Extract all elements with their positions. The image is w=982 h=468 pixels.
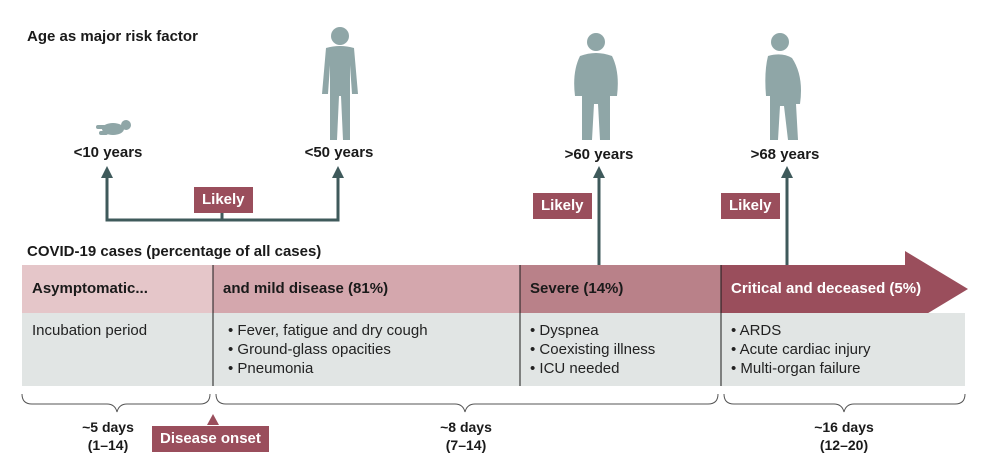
age-label-over-60: >60 years (564, 146, 634, 163)
arrowhead-3 (593, 166, 605, 178)
disease-onset-badge: Disease onset (152, 426, 269, 452)
baby-figure-icon (96, 120, 131, 135)
age-label-under-50: <50 years (304, 144, 374, 161)
duration-critical: ~16 days (12–20) (784, 418, 904, 454)
stage-mild-title: and mild disease (81%) (223, 280, 389, 297)
list-item: Multi-organ failure (731, 359, 961, 378)
duration-range: (7–14) (445, 437, 487, 453)
age-label-over-68: >68 years (750, 146, 820, 163)
stage1-band (22, 265, 213, 313)
age-label-under-10: <10 years (73, 144, 143, 161)
list-item: Acute cardiac injury (731, 340, 961, 359)
stage-mild-body: Fever, fatigue and dry cough Ground-glas… (218, 321, 520, 378)
arrowhead-4 (781, 166, 793, 178)
duration-main: ~5 days (82, 419, 134, 435)
cases-title: COVID-19 cases (percentage of all cases) (27, 243, 322, 260)
incubation-period-text: Incubation period (32, 322, 148, 339)
arrowhead-2 (332, 166, 344, 178)
duration-brace-3 (723, 393, 966, 413)
list-item: ARDS (731, 321, 961, 340)
duration-brace-2 (215, 393, 719, 413)
list-item: Pneumonia (228, 359, 520, 378)
stage-severe-title: Severe (14%) (530, 280, 624, 297)
page-title: Age as major risk factor (27, 28, 198, 45)
duration-incubation: ~5 days (1–14) (48, 418, 168, 454)
list-item: ICU needed (530, 359, 721, 378)
list-item: Fever, fatigue and dry cough (228, 321, 520, 340)
stage2-band (213, 265, 520, 313)
older-adult-figure-icon (574, 33, 618, 140)
duration-range: (12–20) (819, 437, 869, 453)
likely-badge-young: Likely (194, 187, 253, 213)
duration-range: (1–14) (87, 437, 129, 453)
elderly-figure-icon (765, 33, 801, 140)
onset-marker (207, 414, 219, 425)
young-adult-figure-icon (322, 27, 358, 140)
list-item: Dyspnea (530, 321, 721, 340)
duration-main: ~8 days (440, 419, 492, 435)
list-item: Coexisting illness (530, 340, 721, 359)
stage-asymptomatic-title: Asymptomatic... (32, 280, 148, 297)
stage-asymptomatic-body: Incubation period (22, 321, 213, 340)
stage-severe-body: Dyspnea Coexisting illness ICU needed (520, 321, 721, 378)
stage-critical-title: Critical and deceased (5%) (731, 280, 922, 297)
duration-brace-1 (21, 393, 211, 413)
stage4-arrow (721, 251, 968, 327)
likely-badge-severe: Likely (533, 193, 592, 219)
arrowhead-1 (101, 166, 113, 178)
stage3-band (520, 265, 721, 313)
stage-critical-body: ARDS Acute cardiac injury Multi-organ fa… (721, 321, 961, 378)
duration-mild: ~8 days (7–14) (406, 418, 526, 454)
likely-badge-critical: Likely (721, 193, 780, 219)
duration-main: ~16 days (814, 419, 874, 435)
list-item: Ground-glass opacities (228, 340, 520, 359)
